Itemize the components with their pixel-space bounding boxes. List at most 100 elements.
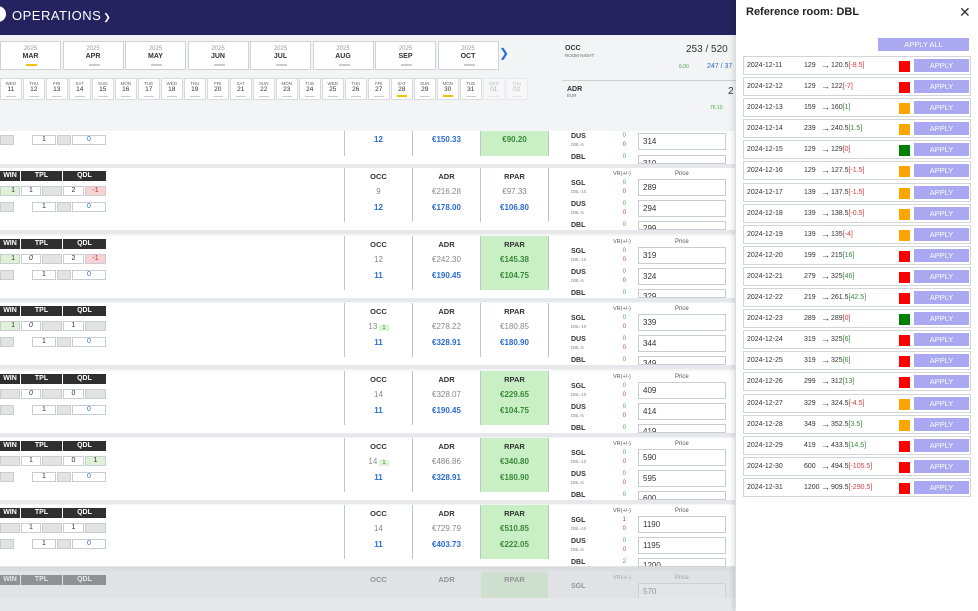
- qty-cell[interactable]: 1: [32, 539, 56, 549]
- day-tab[interactable]: WED 01: [483, 78, 505, 100]
- apply-button[interactable]: APPLY: [914, 396, 969, 410]
- day-tab[interactable]: SUN 29: [414, 78, 436, 100]
- qty-cell-diff[interactable]: -1: [85, 186, 106, 196]
- price-input-dus[interactable]: 595: [638, 470, 726, 487]
- apply-button[interactable]: APPLY: [914, 59, 969, 72]
- qty-cell[interactable]: 1: [32, 270, 56, 280]
- price-input-dus[interactable]: 1195: [638, 537, 726, 554]
- qty-cell[interactable]: [57, 405, 71, 415]
- apply-button[interactable]: APPLY: [914, 248, 969, 262]
- day-tab[interactable]: SUN 15: [92, 78, 114, 100]
- qty-cell-diff[interactable]: [85, 389, 106, 399]
- apply-button[interactable]: APPLY: [914, 206, 969, 220]
- qty-cell[interactable]: [57, 539, 71, 549]
- qty-cell[interactable]: 0: [21, 389, 41, 399]
- qty-cell[interactable]: 0: [72, 270, 106, 280]
- qty-cell[interactable]: [57, 472, 71, 482]
- price-input-dus[interactable]: 294: [638, 200, 726, 217]
- apply-button[interactable]: APPLY: [914, 438, 969, 452]
- price-input-dus[interactable]: 344: [638, 335, 726, 352]
- price-input[interactable]: 314: [638, 133, 726, 150]
- close-icon[interactable]: ✕: [959, 4, 971, 20]
- apply-button[interactable]: APPLY: [914, 143, 969, 157]
- day-tab[interactable]: WED 11: [0, 78, 22, 100]
- apply-button[interactable]: APPLY: [914, 80, 969, 94]
- day-tab[interactable]: THU 26: [345, 78, 367, 100]
- day-tab[interactable]: FRI 13: [46, 78, 68, 100]
- apply-button[interactable]: APPLY: [914, 354, 969, 368]
- qty-cell[interactable]: [0, 270, 14, 280]
- price-input-dus[interactable]: 324: [638, 268, 726, 285]
- month-tab-may[interactable]: 2025 MAY: [125, 41, 186, 70]
- qty-cell-diff[interactable]: [85, 523, 106, 533]
- day-tab[interactable]: WED 18: [161, 78, 183, 100]
- price-input-dbl[interactable]: 329: [638, 289, 726, 298]
- apply-button[interactable]: APPLY: [914, 417, 969, 431]
- qty-cell[interactable]: [0, 405, 14, 415]
- month-tab-sep[interactable]: 2025 SEP: [375, 41, 436, 70]
- apply-button[interactable]: APPLY: [914, 459, 969, 473]
- qty-cell[interactable]: 0: [72, 405, 106, 415]
- apply-button[interactable]: APPLY: [914, 480, 969, 494]
- qty-cell[interactable]: 0: [63, 456, 84, 466]
- apply-button[interactable]: APPLY: [914, 312, 969, 326]
- day-tab[interactable]: TUE 31: [460, 78, 482, 100]
- qty-cell-diff[interactable]: [85, 321, 106, 331]
- qty-cell[interactable]: [0, 202, 14, 212]
- qty-cell[interactable]: [57, 270, 71, 280]
- apply-button[interactable]: APPLY: [914, 122, 969, 136]
- price-input-sgl[interactable]: 319: [638, 247, 726, 264]
- apply-button[interactable]: APPLY: [914, 291, 969, 305]
- price-input-dbl[interactable]: 419: [638, 424, 726, 433]
- price-input-dbl[interactable]: 299: [638, 221, 726, 230]
- qty-cell[interactable]: 0: [72, 135, 106, 145]
- qty-cell[interactable]: [42, 186, 62, 196]
- apply-button[interactable]: APPLY: [914, 269, 969, 283]
- day-tab[interactable]: SAT 28: [391, 78, 413, 100]
- qty-cell[interactable]: 0: [72, 202, 106, 212]
- apply-button[interactable]: APPLY: [914, 227, 969, 241]
- qty-cell[interactable]: 2: [63, 186, 84, 196]
- day-tab[interactable]: FRI 20: [207, 78, 229, 100]
- qty-cell[interactable]: [0, 472, 14, 482]
- qty-cell[interactable]: 1: [32, 472, 56, 482]
- day-tab[interactable]: WED 25: [322, 78, 344, 100]
- qty-cell[interactable]: 0: [72, 337, 106, 347]
- qty-cell[interactable]: [0, 523, 20, 533]
- qty-cell[interactable]: [57, 337, 71, 347]
- qty-cell[interactable]: 0: [21, 321, 41, 331]
- day-tab[interactable]: TUE 24: [299, 78, 321, 100]
- price-input-dbl[interactable]: 600: [638, 491, 726, 500]
- qty-cell[interactable]: 1: [32, 135, 56, 145]
- qty-cell[interactable]: [42, 254, 62, 264]
- month-tab-apr[interactable]: 2025 APR: [62, 41, 124, 70]
- qty-cell[interactable]: 0: [72, 472, 106, 482]
- qty-cell[interactable]: [57, 202, 71, 212]
- qty-cell[interactable]: 1: [32, 337, 56, 347]
- price-input-sgl[interactable]: 409: [638, 382, 726, 399]
- apply-button[interactable]: APPLY: [914, 185, 969, 199]
- day-tab[interactable]: SUN 22: [253, 78, 275, 100]
- apply-button[interactable]: APPLY: [914, 164, 969, 178]
- qty-cell[interactable]: [0, 337, 14, 347]
- day-tab[interactable]: SAT 21: [230, 78, 252, 100]
- apply-all-button[interactable]: APPLY ALL: [878, 38, 969, 51]
- qty-cell[interactable]: 0: [21, 254, 41, 264]
- price-input-sgl[interactable]: 590: [638, 449, 726, 466]
- price-input-dbl[interactable]: 349: [638, 356, 726, 365]
- qty-cell[interactable]: [0, 456, 20, 466]
- price-input-sgl[interactable]: 1190: [638, 516, 726, 533]
- qty-cell-diff[interactable]: 1: [85, 456, 106, 466]
- day-tab[interactable]: MON 16: [115, 78, 137, 100]
- day-tab[interactable]: FRI 27: [368, 78, 390, 100]
- qty-cell[interactable]: [42, 321, 62, 331]
- price-input-sgl[interactable]: 289: [638, 179, 726, 196]
- qty-cell[interactable]: [42, 456, 62, 466]
- price-input-dus[interactable]: 414: [638, 403, 726, 420]
- qty-cell[interactable]: 1: [32, 202, 56, 212]
- month-tab-jun[interactable]: 2025 JUN: [187, 41, 249, 70]
- price-input[interactable]: 319: [638, 155, 726, 164]
- qty-cell-diff[interactable]: -1: [85, 254, 106, 264]
- month-tab-jul[interactable]: 2025 JUL: [250, 41, 311, 70]
- qty-cell[interactable]: 1: [63, 523, 84, 533]
